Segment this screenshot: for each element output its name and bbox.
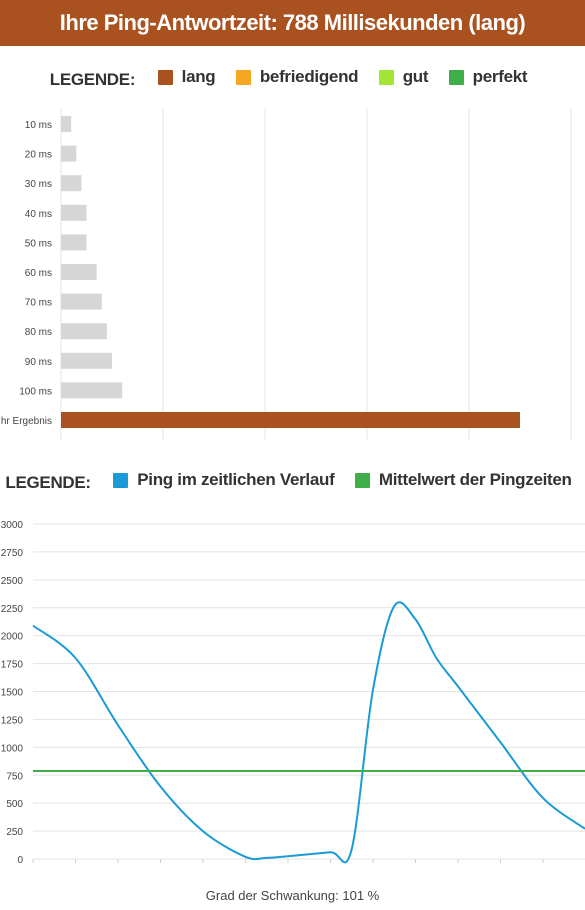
- legend-swatch: [235, 69, 251, 85]
- y-tick-label: 2000: [1, 632, 24, 643]
- tick-label: 40 ms: [25, 209, 52, 220]
- tick-label: 70 ms: [25, 298, 52, 309]
- series-line-ping-im-zeitlichen-verlauf: [32, 601, 585, 864]
- legend-item-ping-verlauf: Ping im zeitlichen Verlauf: [113, 470, 335, 490]
- y-tick-label: 1500: [1, 688, 24, 699]
- y-tick-label: 1000: [1, 743, 24, 754]
- bar: [61, 382, 123, 399]
- tick-label: 20 ms: [25, 150, 52, 161]
- ping-timeline-line-chart: 0 250 500 750 1000 1250 1500 1750 2000 2250 2500 27…: [1, 520, 585, 866]
- legend-item-label: befriedigend: [259, 67, 359, 86]
- legend-item-label: lang: [181, 67, 216, 86]
- legend-item-label: perfekt: [472, 67, 528, 86]
- tick-label: 90 ms: [25, 357, 52, 368]
- y-tick-label: 500: [6, 799, 23, 810]
- fluctuation-text: Grad der Schwankung: 101 %: [205, 888, 380, 903]
- legend-label: LEGENDE:: [49, 69, 136, 89]
- y-tick-label: 2500: [1, 576, 24, 587]
- y-tick-label: 0: [17, 855, 23, 866]
- tick-label: 80 ms: [25, 327, 52, 338]
- bar: [61, 264, 97, 280]
- legend-item-lang: lang: [157, 67, 216, 87]
- legend-swatch: [378, 69, 394, 85]
- legend-swatch: [113, 472, 129, 488]
- tick-label: Ihr Ergebnis: [0, 416, 52, 427]
- legend-swatch: [448, 69, 464, 85]
- y-tick-label: 1750: [1, 660, 24, 671]
- y-tick-label: 1250: [1, 715, 24, 726]
- tick-label: 100 ms: [19, 386, 52, 397]
- bar: [61, 145, 77, 162]
- tick-label: 50 ms: [25, 238, 52, 249]
- legend-label: LEGENDE:: [5, 472, 91, 492]
- bar: [61, 116, 72, 132]
- y-tick-label: 2750: [1, 548, 24, 559]
- legend-item-gut: gut: [378, 67, 429, 87]
- bar: [61, 293, 102, 310]
- bar: [61, 352, 112, 369]
- y-tick-label: 750: [6, 771, 23, 782]
- y-tick-label: 250: [6, 827, 23, 838]
- y-tick-label: 3000: [1, 520, 24, 531]
- tick-label: 10 ms: [25, 120, 52, 131]
- bar: [61, 412, 520, 428]
- tick-label: 60 ms: [25, 268, 52, 279]
- page-title: Ihre Ping-Antwortzeit: 788 Millisekunden…: [0, 0, 585, 46]
- legend-item-label: Ping im zeitlichen Verlauf: [137, 470, 335, 489]
- ping-comparison-bar-chart: 10 ms 20 ms 30 ms 40 ms 50 ms 60 ms 70 ms 80 ms…: [0, 108, 572, 440]
- legend-rating: LEGENDE: lang befriedigend gut perfekt: [0, 67, 585, 90]
- legend-item-perfekt: perfekt: [448, 67, 528, 87]
- y-tick-label: 2250: [1, 604, 24, 615]
- legend-timeline: LEGENDE: Ping im zeitlichen Verlauf Mitt…: [0, 470, 585, 493]
- legend-swatch: [354, 472, 370, 488]
- legend-item-befriedigend: befriedigend: [235, 67, 359, 87]
- bar: [61, 323, 107, 340]
- legend-item-mittelwert: Mittelwert der Pingzeiten: [354, 470, 572, 490]
- bar: [61, 234, 87, 251]
- tick-label: 30 ms: [25, 179, 52, 190]
- legend-swatch: [157, 69, 173, 85]
- bar: [61, 204, 87, 221]
- bar: [61, 175, 82, 192]
- legend-item-label: Mittelwert der Pingzeiten: [378, 470, 572, 489]
- legend-item-label: gut: [402, 67, 429, 86]
